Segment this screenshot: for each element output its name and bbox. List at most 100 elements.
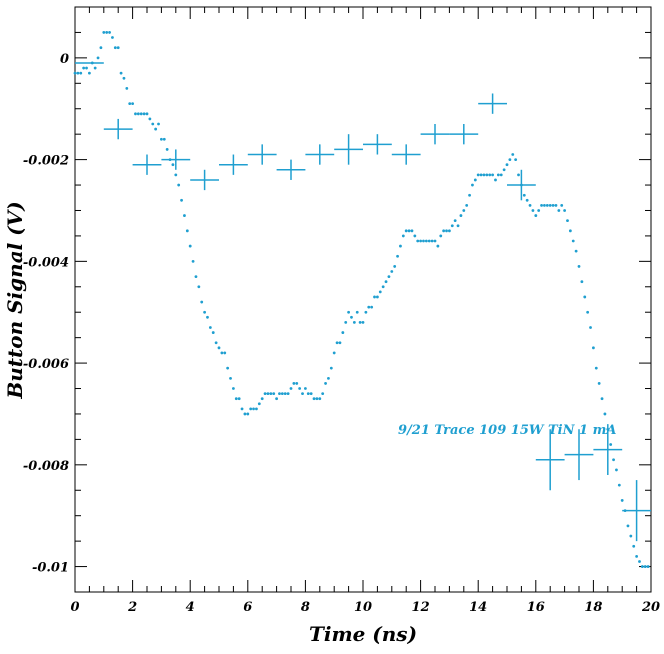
data-point (505, 163, 509, 167)
data-point (237, 397, 241, 401)
data-point (306, 392, 310, 396)
data-point (592, 346, 595, 350)
data-point (416, 239, 420, 243)
data-point (548, 203, 552, 207)
data-point (586, 310, 590, 314)
data-point (324, 382, 327, 385)
data-point (407, 229, 411, 233)
data-point (378, 290, 382, 294)
data-point (390, 270, 394, 273)
data-point (96, 56, 100, 60)
error-cross (449, 124, 479, 145)
data-point (384, 280, 388, 284)
data-point (600, 397, 604, 401)
data-point (329, 366, 333, 370)
data-point (424, 239, 428, 243)
data-point (551, 203, 555, 207)
error-cross (391, 144, 421, 165)
data-point (632, 544, 636, 548)
dot-series (73, 31, 650, 568)
data-point (439, 234, 443, 238)
data-point (257, 402, 261, 406)
y-tick-label: -0.004 (23, 255, 69, 270)
error-cross (276, 159, 306, 180)
data-point (295, 382, 299, 385)
data-point (638, 560, 641, 563)
data-point (102, 31, 106, 34)
y-tick-label: 0 (60, 52, 69, 67)
error-cross (132, 154, 162, 175)
error-cross (593, 424, 623, 475)
x-tick-label: 2 (127, 600, 137, 615)
data-point (563, 209, 566, 212)
data-point (243, 412, 247, 416)
x-tick-label: 14 (469, 600, 487, 615)
data-point (445, 229, 448, 233)
y-tick-label: -0.008 (23, 459, 69, 474)
data-point (162, 137, 166, 141)
axis-tick-labels: 0 2 4 6 8 10 12 14 16 18 20 0 -0.002 -0.004 -0.006 -0.0… (23, 52, 660, 615)
data-point (430, 239, 434, 243)
data-point (522, 193, 526, 197)
data-point (433, 239, 437, 243)
data-point (148, 117, 152, 121)
data-point (574, 249, 578, 253)
data-point (315, 397, 319, 401)
data-point (401, 234, 405, 238)
error-cross (305, 144, 335, 165)
data-point (442, 229, 446, 233)
data-point (620, 499, 624, 502)
data-point (540, 203, 543, 207)
data-point (185, 229, 189, 233)
data-point (419, 239, 422, 243)
data-point (76, 71, 80, 75)
data-point (255, 407, 258, 411)
data-point (240, 407, 244, 411)
data-point (312, 397, 316, 401)
axis-ticks (74, 6, 652, 593)
data-point (448, 229, 451, 233)
data-point (160, 137, 163, 141)
data-point (456, 224, 460, 228)
data-point (128, 102, 132, 106)
x-tick-label: 8 (301, 600, 310, 615)
data-point (589, 326, 592, 329)
data-point (537, 209, 541, 212)
data-point (640, 565, 644, 568)
data-point (223, 351, 227, 355)
data-point (404, 229, 408, 233)
x-tick-label: 4 (186, 600, 195, 615)
data-point (413, 234, 417, 238)
x-tick-label: 18 (584, 600, 602, 615)
data-point (422, 239, 425, 243)
data-point (292, 382, 296, 385)
x-tick-label: 0 (70, 600, 79, 615)
data-point (341, 331, 345, 334)
data-point (534, 214, 538, 217)
data-point (462, 209, 466, 212)
data-point (450, 224, 454, 228)
data-point (260, 397, 264, 401)
data-point (476, 173, 480, 177)
data-point (188, 244, 192, 248)
data-point (283, 392, 287, 396)
error-cross (363, 134, 392, 155)
data-point (511, 153, 515, 156)
data-point (203, 310, 207, 314)
error-cross (190, 169, 219, 191)
data-point (220, 351, 224, 355)
data-point (249, 407, 253, 411)
data-point (577, 265, 581, 268)
data-point (73, 71, 77, 75)
data-point (105, 31, 109, 34)
data-point (531, 209, 535, 212)
data-point (399, 244, 402, 248)
data-point (488, 173, 492, 177)
data-point (191, 259, 195, 263)
data-point (566, 219, 569, 223)
data-point (197, 285, 201, 289)
data-point (583, 295, 587, 299)
data-point (301, 392, 304, 396)
data-point (200, 300, 204, 304)
